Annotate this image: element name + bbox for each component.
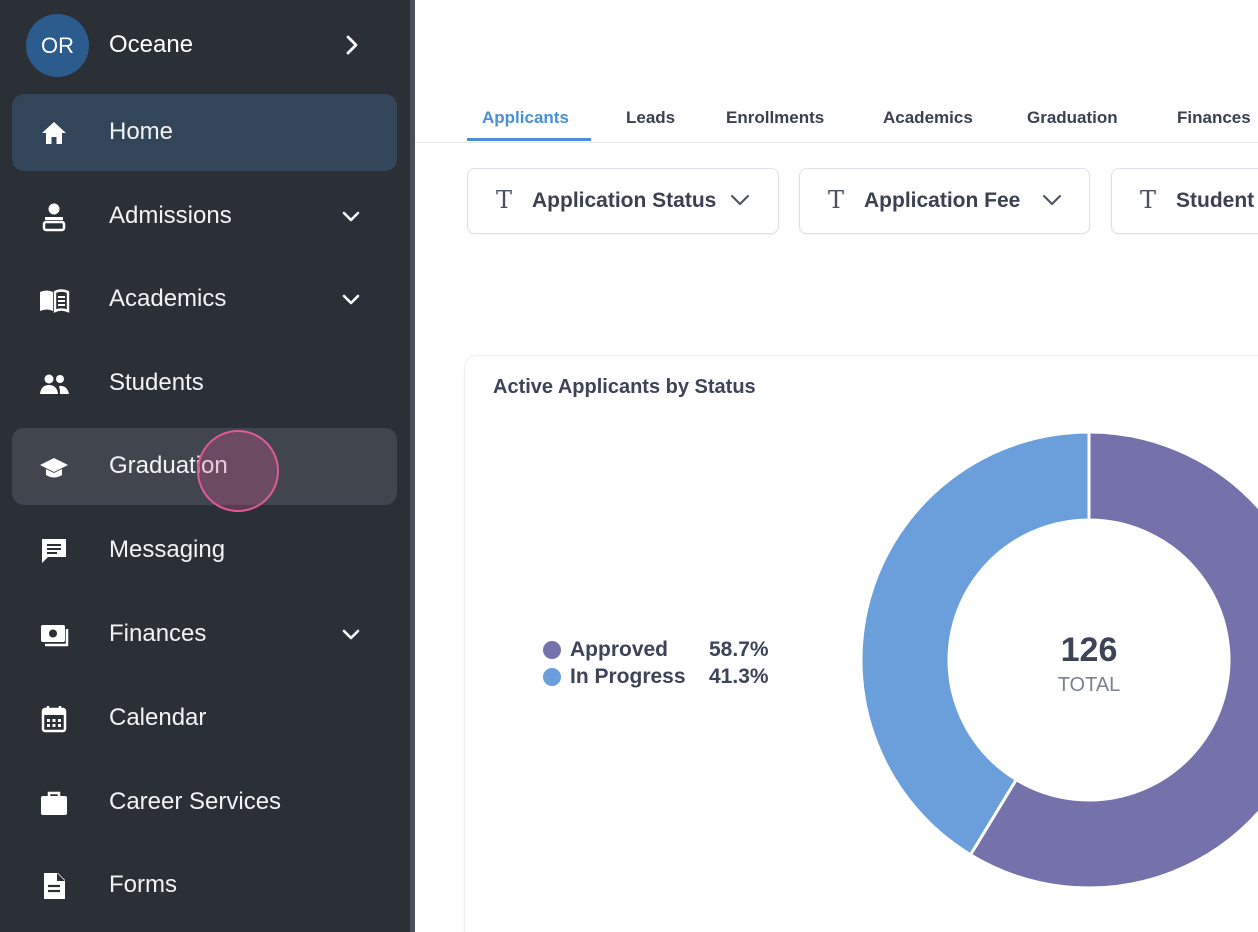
chevron-down-icon[interactable] [340,208,362,226]
user-name: Oceane [109,31,194,58]
legend-percent: 41.3% [709,665,769,688]
active-tab-indicator [467,138,591,141]
donut-slice-in-progress[interactable] [859,430,1091,857]
donut-slice-approved[interactable] [968,430,1258,890]
tab-leads[interactable]: Leads [626,108,676,127]
calendar-icon [41,706,67,733]
sidebar-item-home[interactable]: Home [12,94,397,171]
chevron-down-icon [731,195,749,205]
tab-academics[interactable]: Academics [883,108,973,127]
sidebar-item-label: Home [109,118,174,145]
text-field-icon: T [828,186,845,214]
tab-finances[interactable]: Finances [1177,108,1251,127]
home-icon [42,122,66,144]
filter-application-status[interactable]: T Application Status [467,168,779,234]
sidebar-item-label: Messaging [109,536,226,563]
sidebar-item-label: Admissions [109,202,232,229]
sidebar-item-label: Forms [109,871,177,898]
legend-percent: 58.7% [709,638,769,661]
sidebar-item-academics[interactable]: Academics [12,261,397,338]
book-icon [40,289,70,313]
text-field-icon: T [496,186,513,214]
filter-student[interactable]: T Student [1111,168,1258,234]
tab-applicants[interactable]: Applicants [482,108,569,127]
sidebar-item-calendar[interactable]: Calendar [12,680,397,757]
sidebar-item-career-services[interactable]: Career Services [12,764,397,841]
sidebar: OR Oceane Home Admissions A [0,0,412,932]
sidebar-item-label: Students [109,369,204,396]
chart-title: Active Applicants by Status [493,376,756,398]
filter-label: Student [1176,189,1255,212]
legend-label: Approved [570,638,669,661]
graduation-cap-icon [40,458,68,478]
sidebar-item-forms[interactable]: Forms [12,847,397,924]
chevron-down-icon[interactable] [340,291,362,309]
tab-bar: Applicants Leads Enrollments Academics G… [415,100,1258,143]
text-field-icon: T [1140,186,1157,214]
sidebar-divider [410,0,415,932]
sidebar-item-messaging[interactable]: Messaging [12,512,397,589]
click-indicator [197,430,279,512]
message-icon [42,539,66,563]
tab-graduation[interactable]: Graduation [1027,108,1118,127]
legend-item[interactable]: In Progress 41.3% [543,663,803,690]
document-icon [44,873,65,899]
sidebar-item-finances[interactable]: Finances [12,596,397,673]
sidebar-item-label: Calendar [109,704,207,731]
chevron-down-icon[interactable] [340,626,362,644]
user-profile-row[interactable]: OR Oceane [26,14,376,78]
people-icon [40,374,69,394]
sidebar-item-admissions[interactable]: Admissions [12,178,397,255]
filter-label: Application Fee [864,189,1021,212]
sidebar-item-label: Finances [109,620,207,647]
legend-swatch-in-progress [543,668,561,686]
filter-label: Application Status [532,189,717,212]
chart-legend: Approved 58.7% In Progress 41.3% [543,636,803,690]
filter-application-fee[interactable]: T Application Fee [799,168,1090,234]
main-content: Applicants Leads Enrollments Academics G… [415,0,1258,932]
legend-item[interactable]: Approved 58.7% [543,636,803,663]
money-icon [41,625,69,647]
chevron-down-icon [1043,195,1061,205]
sidebar-item-label: Career Services [109,788,282,815]
admissions-icon [42,203,66,232]
chevron-right-icon[interactable] [342,34,362,56]
sidebar-item-label: Academics [109,285,227,312]
legend-swatch-approved [543,641,561,659]
briefcase-icon [41,791,67,815]
avatar[interactable]: OR [26,14,89,77]
legend-label: In Progress [570,665,686,688]
sidebar-item-students[interactable]: Students [12,345,397,422]
tab-enrollments[interactable]: Enrollments [726,108,825,127]
